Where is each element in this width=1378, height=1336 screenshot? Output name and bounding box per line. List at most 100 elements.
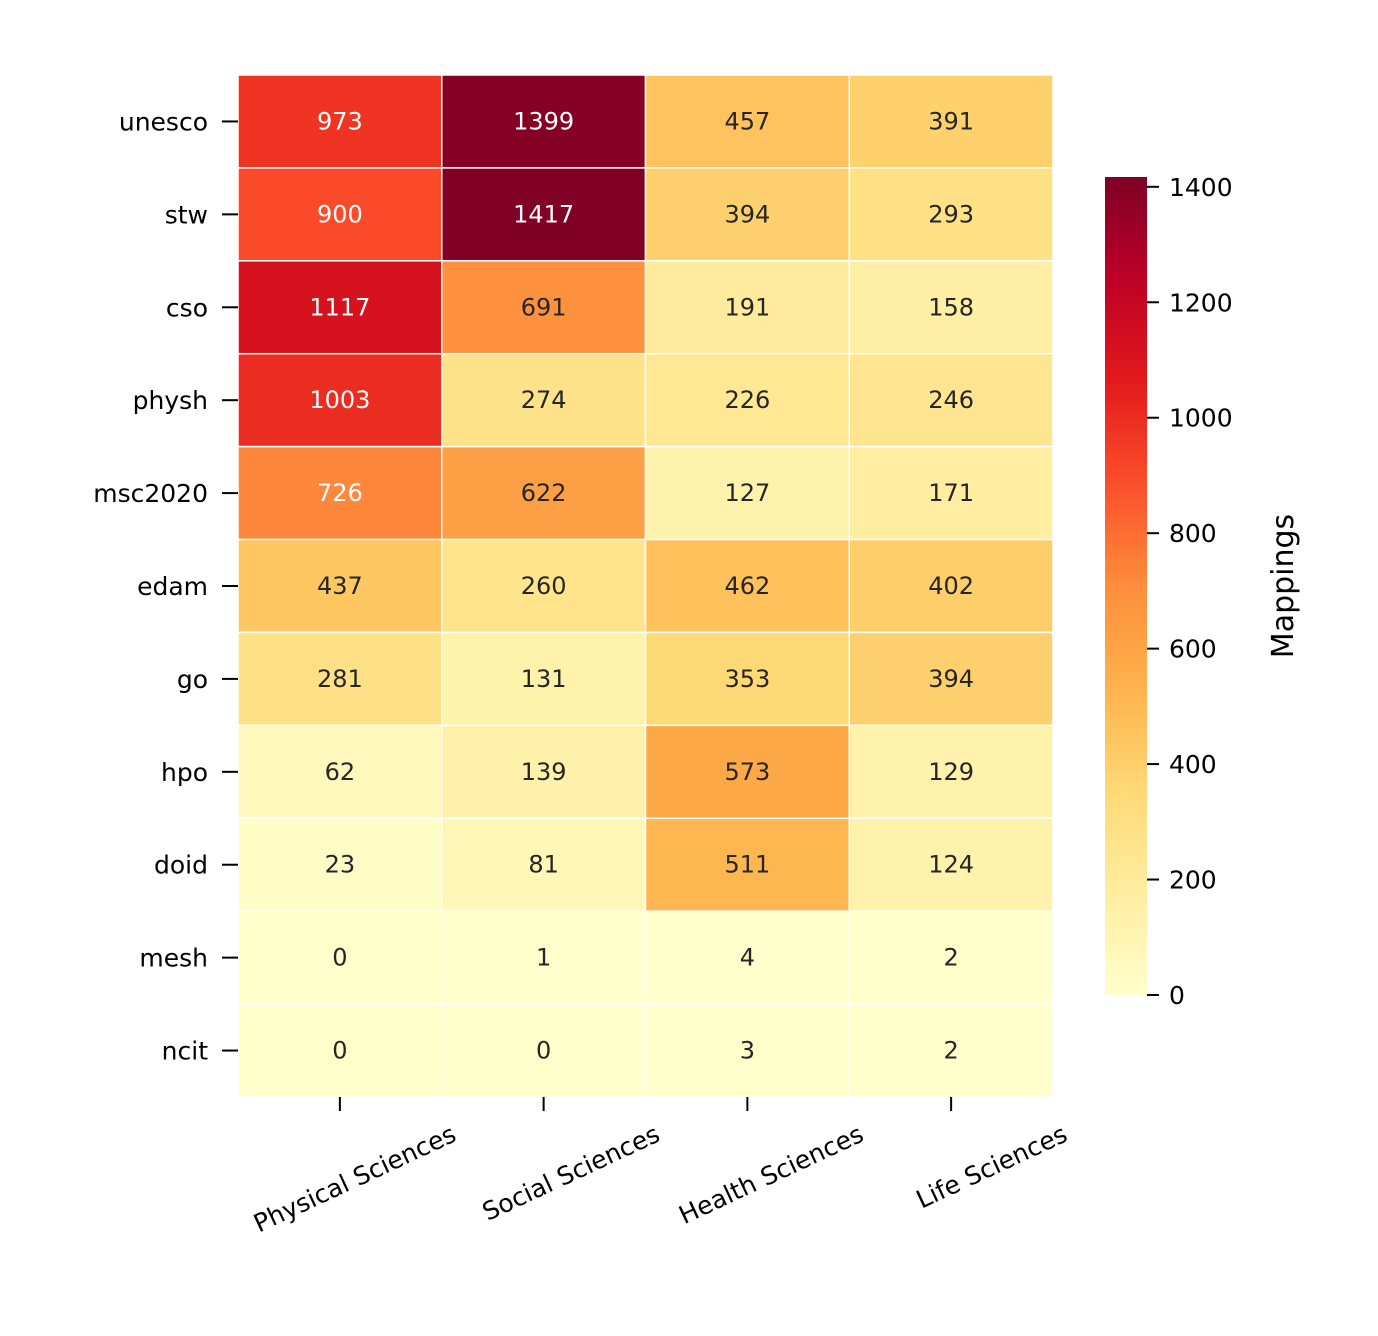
heatmap-cell — [441, 74, 647, 169]
heatmap-cell — [644, 74, 850, 169]
row-label: cso — [166, 293, 208, 322]
colorbar-label: Mappings — [1266, 514, 1301, 658]
heatmap-cell — [237, 74, 443, 169]
colorbar-tick-label: 1400 — [1169, 173, 1233, 202]
row-label: doid — [154, 851, 208, 880]
cell-value-label: 457 — [724, 107, 770, 135]
cell-value-label: 124 — [928, 851, 974, 879]
heatmap-cells: 973 1399 457 391 900 1417 394 293 1117 691 191 158 1… — [237, 74, 1054, 1098]
heatmap-cell — [237, 167, 443, 262]
heatmap-cell — [848, 1003, 1054, 1098]
heatmap-cell — [237, 445, 443, 541]
cell-value-label: 0 — [332, 944, 347, 972]
column-label: Social Sciences — [478, 1119, 664, 1226]
cell-value-label: 274 — [521, 386, 567, 414]
cell-value-label: 81 — [528, 851, 559, 879]
heatmap-cell — [644, 1003, 850, 1098]
cell-value-label: 462 — [724, 572, 770, 600]
heatmap-cell — [237, 910, 443, 1005]
heatmap-cell — [848, 445, 1054, 541]
cell-value-label: 1417 — [513, 200, 574, 228]
heatmap-cell — [237, 631, 443, 727]
cell-value-label: 293 — [928, 200, 974, 228]
heatmap-cell — [237, 538, 443, 634]
row-label: stw — [165, 200, 208, 229]
cell-value-label: 4 — [740, 944, 755, 972]
heatmap-cell — [441, 1003, 647, 1098]
colorbar-tick-label: 600 — [1169, 635, 1217, 664]
heatmap-cell — [848, 260, 1054, 355]
row-labels: unesco stw cso physh msc2020 edam go hpo doid mes… — [93, 107, 238, 1066]
cell-value-label: 1003 — [309, 386, 370, 414]
heatmap-cell — [237, 352, 443, 448]
row-label: hpo — [161, 758, 208, 787]
colorbar-tick-label: 0 — [1169, 981, 1185, 1010]
colorbar-gradient-bar — [1105, 177, 1147, 995]
heatmap-cell — [441, 538, 647, 634]
heatmap-cell — [441, 910, 647, 1005]
colorbar: 0 200 400 600 800 1000 1200 1400 — [1105, 173, 1233, 1010]
cell-value-label: 246 — [928, 386, 974, 414]
cell-value-label: 0 — [536, 1037, 551, 1065]
heatmap-cell — [441, 352, 647, 448]
cell-value-label: 394 — [724, 200, 770, 228]
cell-value-label: 391 — [928, 107, 974, 135]
cell-value-label: 973 — [317, 107, 363, 135]
cell-value-label: 353 — [724, 665, 770, 693]
cell-value-label: 622 — [521, 479, 567, 507]
cell-value-label: 131 — [521, 665, 567, 693]
cell-value-label: 437 — [317, 572, 363, 600]
cell-value-label: 127 — [724, 479, 770, 507]
heatmap-cell — [441, 260, 647, 355]
cell-value-label: 158 — [928, 293, 974, 321]
cell-value-label: 511 — [724, 851, 770, 879]
cell-value-label: 171 — [928, 479, 974, 507]
heatmap-cell — [848, 910, 1054, 1005]
heatmap-cell — [644, 631, 850, 727]
heatmap-cell — [848, 167, 1054, 262]
cell-value-label: 402 — [928, 572, 974, 600]
cell-value-label: 900 — [317, 200, 363, 228]
cell-value-label: 139 — [521, 758, 567, 786]
heatmap-cell — [848, 538, 1054, 634]
row-label: mesh — [139, 944, 208, 973]
column-label: Health Sciences — [674, 1119, 868, 1230]
heatmap-cell — [848, 352, 1054, 448]
heatmap-cell — [237, 724, 443, 820]
heatmap-cell — [644, 910, 850, 1005]
row-label: unesco — [119, 107, 208, 136]
cell-value-label: 1399 — [513, 107, 574, 135]
colorbar-tick-label: 800 — [1169, 519, 1217, 548]
cell-value-label: 2 — [943, 1037, 958, 1065]
cell-value-label: 1117 — [309, 293, 370, 321]
row-label: go — [177, 665, 208, 694]
cell-value-label: 726 — [317, 479, 363, 507]
cell-value-label: 281 — [317, 665, 363, 693]
column-label: Physical Sciences — [249, 1119, 460, 1238]
heatmap-cell — [848, 817, 1054, 912]
cell-value-label: 0 — [332, 1037, 347, 1065]
cell-value-label: 226 — [724, 386, 770, 414]
cell-value-label: 573 — [724, 758, 770, 786]
colorbar-tick-label: 1000 — [1169, 404, 1233, 433]
row-label: physh — [133, 386, 208, 415]
cell-value-label: 62 — [325, 758, 356, 786]
cell-value-label: 129 — [928, 758, 974, 786]
cell-value-label: 691 — [521, 293, 567, 321]
heatmap-cell — [848, 74, 1054, 169]
heatmap-cell — [848, 631, 1054, 727]
row-label: ncit — [162, 1037, 209, 1066]
cell-value-label: 2 — [943, 944, 958, 972]
row-label: msc2020 — [93, 479, 208, 508]
cell-value-label: 1 — [536, 944, 551, 972]
cell-value-label: 394 — [928, 665, 974, 693]
colorbar-tick-label: 400 — [1169, 750, 1217, 779]
cell-value-label: 260 — [521, 572, 567, 600]
colorbar-tick-label: 1200 — [1169, 288, 1233, 317]
column-label: Life Sciences — [912, 1119, 1072, 1214]
heatmap-cell — [644, 538, 850, 634]
row-label: edam — [137, 572, 208, 601]
cell-value-label: 3 — [740, 1037, 755, 1065]
heatmap-cell — [441, 445, 647, 541]
